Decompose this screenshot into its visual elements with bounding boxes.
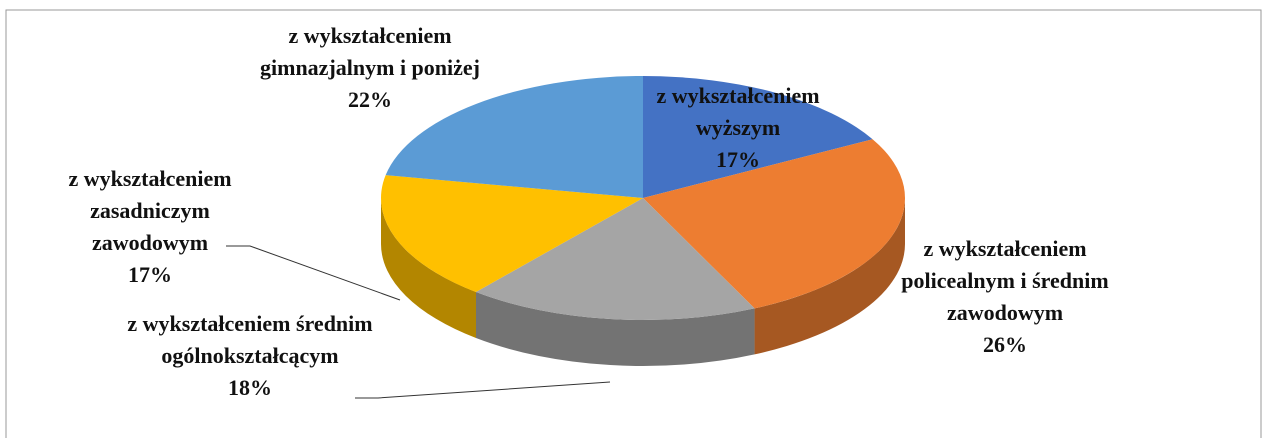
slice-side xyxy=(754,198,905,355)
slice xyxy=(643,76,873,198)
category-label: z wykształceniem policealnym i średnim z… xyxy=(901,236,1109,325)
slice xyxy=(643,139,905,309)
leader-line xyxy=(226,245,401,301)
slice-side xyxy=(475,292,755,366)
leader-line xyxy=(355,381,611,399)
category-label: z wykształceniem średnim ogólnokształcąc… xyxy=(127,311,373,368)
category-label: z wykształceniem wyższym xyxy=(656,83,820,140)
data-label: z wykształceniem średnim ogólnokształcąc… xyxy=(120,308,380,404)
slice-side xyxy=(381,198,476,339)
percent-label: 22% xyxy=(348,87,392,112)
slice xyxy=(385,76,643,198)
percent-label: 17% xyxy=(128,262,172,287)
percent-label: 18% xyxy=(228,375,272,400)
category-label: z wykształceniem zasadniczym zawodowym xyxy=(68,166,232,255)
percent-label: 17% xyxy=(716,147,760,172)
slice xyxy=(381,175,643,293)
data-label: z wykształceniem policealnym i średnim z… xyxy=(890,233,1120,361)
data-label: z wykształceniem gimnazjalnym i poniżej 2… xyxy=(260,20,480,116)
percent-label: 26% xyxy=(983,332,1027,357)
slice xyxy=(475,198,755,320)
data-label: z wykształceniem wyższym 17% xyxy=(623,80,853,176)
frame xyxy=(5,9,1262,438)
data-label: z wykształceniem zasadniczym zawodowym 17… xyxy=(35,163,265,291)
category-label: z wykształceniem gimnazjalnym i poniżej xyxy=(260,23,480,80)
slices xyxy=(381,76,905,366)
